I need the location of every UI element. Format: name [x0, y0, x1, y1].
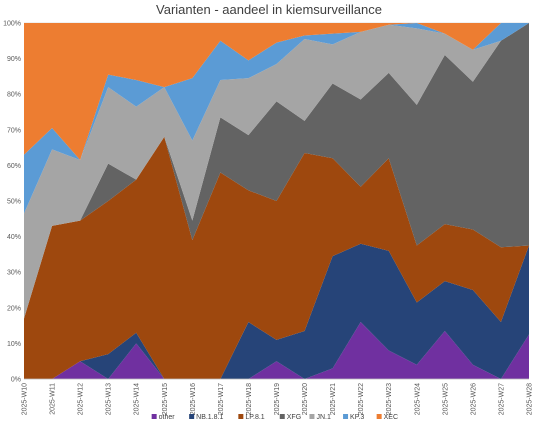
- x-tick-label: 2025-W27: [498, 383, 505, 415]
- y-tick-label: 90%: [7, 56, 21, 63]
- series-area-nb-1-8-1: [24, 243, 529, 379]
- legend-swatch: [151, 414, 157, 419]
- legend-swatch: [376, 414, 382, 419]
- x-tick-label: 2025-W25: [442, 383, 449, 415]
- x-tick-label: 2025-W10: [22, 383, 29, 415]
- y-tick-label: 70%: [7, 127, 21, 134]
- series-area-other: [24, 322, 529, 379]
- series-area-xfg: [24, 23, 529, 319]
- legend-label: JN.1: [316, 414, 331, 421]
- y-tick-label: 30%: [7, 270, 21, 277]
- x-tick-label: 2025-W18: [246, 383, 253, 415]
- legend-label: LP.8.1: [245, 414, 264, 421]
- series-area-xec: [24, 23, 529, 161]
- x-tick-label: 2025-W20: [302, 383, 309, 415]
- x-tick-label: 2025-W19: [274, 383, 281, 415]
- x-tick-label: 2025-W14: [134, 383, 141, 415]
- legend-label: XFG: [287, 414, 301, 421]
- y-tick-label: 40%: [7, 234, 21, 241]
- x-tick-label: 2025-W26: [470, 383, 477, 415]
- legend: other NB.1.8.1 LP.8.1 XFG JN.1 KP.3 XEC: [151, 414, 398, 421]
- series-area-lp-8-1: [24, 136, 529, 379]
- x-tick-label: 2025-W21: [330, 383, 337, 415]
- legend-swatch: [309, 414, 315, 419]
- y-tick-label: 60%: [7, 163, 21, 170]
- x-tick-label: 2025-W16: [190, 383, 197, 415]
- x-tick-label: 2025-W17: [218, 383, 225, 415]
- x-tick-label: 2025-W12: [78, 383, 85, 415]
- y-tick-label: 80%: [7, 92, 21, 99]
- legend-swatch: [238, 414, 244, 419]
- legend-swatch: [189, 414, 195, 419]
- x-tick-label: 2025-W24: [414, 383, 421, 415]
- legend-label: NB.1.8.1: [196, 414, 223, 421]
- y-tick-label: 20%: [7, 305, 21, 312]
- x-tick-label: 2025-W28: [527, 383, 534, 415]
- x-tick-label: 2025-W13: [106, 383, 113, 415]
- chart-title: Varianten - aandeel in kiemsurveillance: [156, 2, 382, 17]
- y-tick-label: 10%: [7, 341, 21, 348]
- axis-labels: 0% 10% 20% 30% 40% 50% 60% 70% 80% 90% 100% 2025-W1…: [3, 21, 533, 416]
- x-tick-label: 2025-W11: [50, 383, 57, 415]
- legend-swatch: [279, 414, 285, 419]
- legend-label: other: [159, 414, 176, 421]
- legend-label: KP.3: [350, 414, 364, 421]
- x-tick-label: 2025-W23: [386, 383, 393, 415]
- x-tick-label: 2025-W15: [162, 383, 169, 415]
- y-tick-label: 0%: [11, 377, 21, 384]
- y-tick-label: 50%: [7, 199, 21, 206]
- area-series-group: [24, 23, 529, 379]
- y-tick-label: 100%: [3, 21, 21, 28]
- x-tick-label: 2025-W22: [358, 383, 365, 415]
- legend-swatch: [343, 414, 349, 419]
- series-area-kp-3: [24, 23, 529, 214]
- legend-label: XEC: [384, 414, 398, 421]
